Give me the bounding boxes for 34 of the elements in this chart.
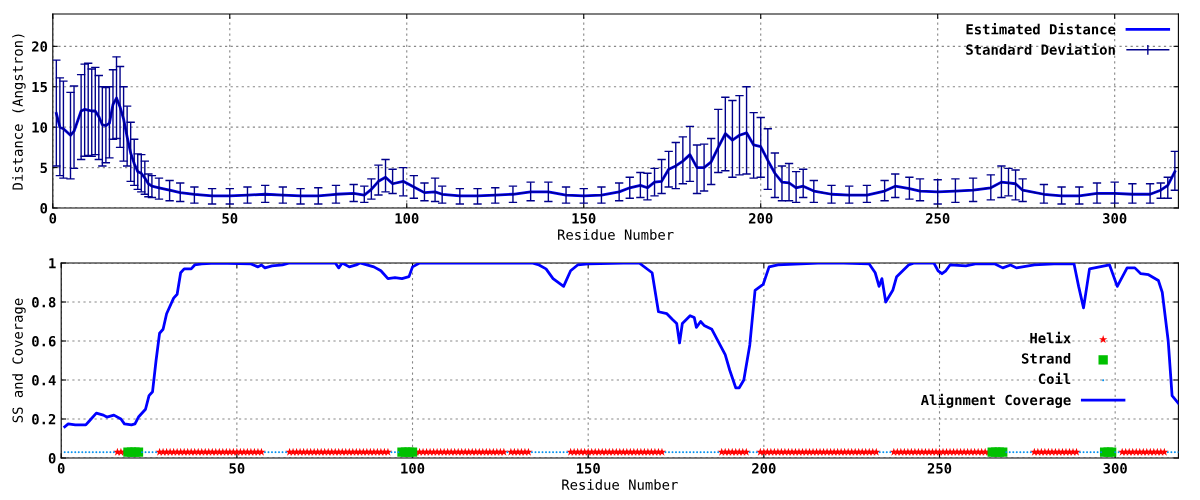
y-tick-label: 10 bbox=[32, 122, 48, 133]
x-tick-label: 300 bbox=[1102, 213, 1127, 224]
y-tick-label: 0.8 bbox=[32, 296, 56, 308]
y-tick-label: 0 bbox=[40, 202, 48, 214]
legend-label: Strand bbox=[1021, 352, 1071, 364]
x-tick-label: 0 bbox=[57, 463, 65, 474]
y-tick-label: 0 bbox=[48, 452, 56, 464]
legend-label: Alignment Coverage bbox=[920, 393, 1071, 408]
y-tick-label: 0.2 bbox=[32, 413, 56, 425]
y-axis-title: Distance (Angstron) bbox=[12, 34, 26, 190]
x-tick-label: 50 bbox=[229, 463, 245, 474]
x-tick-label: 150 bbox=[572, 213, 596, 224]
x-axis-title: Residue Number bbox=[558, 229, 674, 240]
y-axis-title: SS and Coverage bbox=[12, 298, 26, 423]
x-tick-label: 100 bbox=[401, 463, 425, 474]
legend-label: Helix bbox=[1030, 331, 1071, 344]
x-axis-title: Residue Number bbox=[562, 479, 678, 490]
x-tick-label: 150 bbox=[576, 463, 600, 474]
y-tick-label: 5 bbox=[40, 162, 47, 174]
x-tick-label: 50 bbox=[222, 213, 238, 224]
y-tick-label: 0.6 bbox=[32, 335, 56, 347]
legend-label: Standard Deviation bbox=[966, 43, 1115, 55]
legend-label: Coil bbox=[1038, 372, 1071, 385]
y-tick-label: 1 bbox=[49, 258, 56, 269]
legend-label: Estimated Distance bbox=[966, 22, 1116, 35]
y-tick-label: 15 bbox=[32, 81, 47, 93]
y-tick-label: 20 bbox=[31, 41, 48, 52]
x-tick-label: 300 bbox=[1103, 463, 1127, 474]
x-tick-label: 250 bbox=[927, 463, 952, 474]
x-tick-label: 100 bbox=[395, 213, 419, 224]
x-tick-label: 250 bbox=[925, 213, 950, 224]
x-tick-label: 200 bbox=[748, 213, 773, 224]
y-tick-label: 0.4 bbox=[32, 374, 56, 386]
x-tick-label: 200 bbox=[752, 463, 776, 474]
